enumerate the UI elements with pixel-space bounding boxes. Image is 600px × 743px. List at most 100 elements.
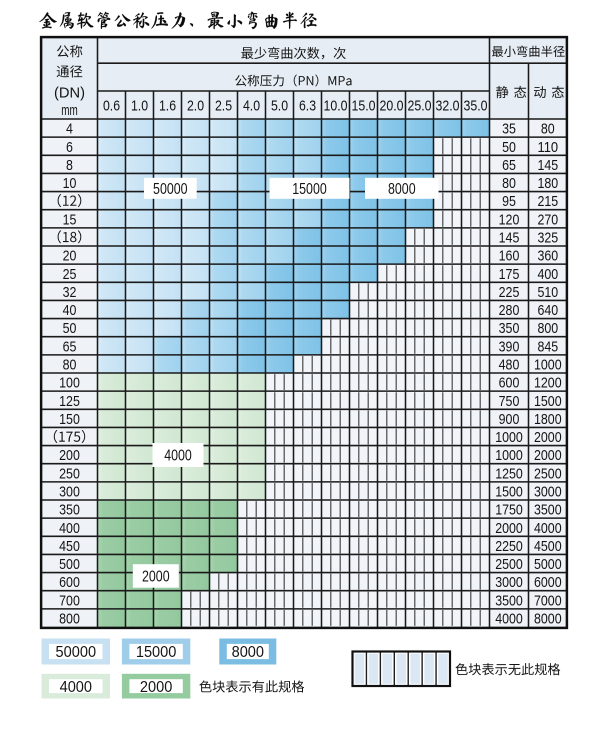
- svg-text:4000: 4000: [534, 520, 562, 537]
- svg-text:50000: 50000: [56, 644, 97, 661]
- svg-text:mm: mm: [61, 102, 78, 119]
- svg-text:4500: 4500: [534, 538, 562, 555]
- svg-text:100: 100: [59, 375, 80, 392]
- svg-text:35: 35: [502, 121, 516, 138]
- svg-text:2.0: 2.0: [187, 98, 204, 115]
- svg-text:1.6: 1.6: [159, 98, 176, 115]
- svg-text:2000: 2000: [140, 679, 173, 696]
- svg-text:600: 600: [499, 375, 520, 392]
- svg-text:80: 80: [502, 175, 516, 192]
- svg-text:360: 360: [537, 248, 558, 265]
- svg-text:2000: 2000: [142, 569, 170, 586]
- svg-text:2.5: 2.5: [215, 98, 232, 115]
- svg-text:1800: 1800: [534, 411, 562, 428]
- svg-text:300: 300: [59, 484, 80, 501]
- svg-text:145: 145: [499, 230, 520, 247]
- svg-text:4000: 4000: [495, 611, 523, 628]
- svg-text:750: 750: [499, 393, 520, 410]
- svg-text:1.0: 1.0: [131, 98, 148, 115]
- svg-text:20: 20: [63, 248, 77, 265]
- svg-text:1200: 1200: [534, 375, 562, 392]
- svg-text:350: 350: [499, 320, 520, 337]
- svg-text:160: 160: [499, 248, 520, 265]
- svg-text:1250: 1250: [495, 465, 523, 482]
- svg-text:800: 800: [59, 611, 80, 628]
- svg-text:110: 110: [537, 139, 558, 156]
- svg-text:6.3: 6.3: [299, 98, 316, 115]
- svg-text:600: 600: [59, 574, 80, 591]
- svg-text:2000: 2000: [534, 429, 562, 446]
- svg-text:1000: 1000: [495, 447, 523, 464]
- svg-text:80: 80: [63, 357, 77, 374]
- svg-text:700: 700: [59, 592, 80, 609]
- svg-text:8: 8: [66, 157, 73, 174]
- svg-text:225: 225: [499, 284, 520, 301]
- svg-text:35.0: 35.0: [464, 98, 488, 115]
- svg-text:1000: 1000: [495, 429, 523, 446]
- svg-text:325: 325: [537, 230, 558, 247]
- svg-text:15000: 15000: [136, 644, 177, 661]
- svg-text:215: 215: [537, 193, 558, 210]
- svg-text:900: 900: [499, 411, 520, 428]
- svg-text:640: 640: [537, 302, 558, 319]
- svg-text:2000: 2000: [495, 520, 523, 537]
- svg-text:10.0: 10.0: [324, 98, 348, 115]
- svg-text:4: 4: [66, 121, 73, 138]
- svg-text:1500: 1500: [495, 484, 523, 501]
- svg-text:8000: 8000: [388, 181, 416, 198]
- svg-text:5000: 5000: [534, 556, 562, 573]
- svg-text:0.6: 0.6: [103, 98, 120, 115]
- svg-text:6: 6: [66, 139, 73, 156]
- svg-text:50000: 50000: [153, 181, 188, 198]
- svg-text:500: 500: [59, 556, 80, 573]
- svg-text:1500: 1500: [534, 393, 562, 410]
- svg-text:1750: 1750: [495, 502, 523, 519]
- svg-text:4000: 4000: [164, 448, 192, 465]
- svg-text:4000: 4000: [60, 679, 93, 696]
- svg-text:180: 180: [537, 175, 558, 192]
- svg-text:15.0: 15.0: [352, 98, 376, 115]
- svg-text:2250: 2250: [495, 538, 523, 555]
- svg-text:2000: 2000: [534, 447, 562, 464]
- svg-text:1000: 1000: [534, 357, 562, 374]
- svg-text:15000: 15000: [292, 181, 327, 198]
- svg-text:32.0: 32.0: [436, 98, 460, 115]
- svg-text:32: 32: [63, 284, 77, 301]
- svg-text:250: 250: [59, 465, 80, 482]
- svg-text:2500: 2500: [534, 465, 562, 482]
- svg-text:390: 390: [499, 338, 520, 355]
- svg-text:150: 150: [59, 411, 80, 428]
- svg-text:200: 200: [59, 447, 80, 464]
- svg-text:2500: 2500: [495, 556, 523, 573]
- svg-text:175: 175: [499, 266, 520, 283]
- svg-text:120: 120: [499, 211, 520, 228]
- svg-text:270: 270: [537, 211, 558, 228]
- svg-text:3000: 3000: [534, 484, 562, 501]
- svg-text:4.0: 4.0: [243, 98, 260, 115]
- svg-text:65: 65: [63, 338, 77, 355]
- svg-text:400: 400: [537, 266, 558, 283]
- svg-text:20.0: 20.0: [380, 98, 404, 115]
- svg-text:400: 400: [59, 520, 80, 537]
- svg-text:8000: 8000: [232, 644, 265, 661]
- svg-text:510: 510: [537, 284, 558, 301]
- svg-text:95: 95: [502, 193, 516, 210]
- svg-text:80: 80: [541, 121, 555, 138]
- svg-text:8000: 8000: [534, 611, 562, 628]
- svg-text:350: 350: [59, 502, 80, 519]
- svg-text:125: 125: [59, 393, 80, 410]
- svg-text:65: 65: [502, 157, 516, 174]
- svg-text:(DN): (DN): [54, 84, 85, 101]
- svg-text:50: 50: [502, 139, 516, 156]
- svg-text:50: 50: [63, 320, 77, 337]
- svg-text:3500: 3500: [495, 592, 523, 609]
- svg-text:280: 280: [499, 302, 520, 319]
- svg-text:3500: 3500: [534, 502, 562, 519]
- svg-text:3000: 3000: [495, 574, 523, 591]
- svg-text:10: 10: [63, 175, 77, 192]
- svg-text:800: 800: [537, 320, 558, 337]
- svg-text:5.0: 5.0: [271, 98, 288, 115]
- svg-text:7000: 7000: [534, 592, 562, 609]
- svg-text:450: 450: [59, 538, 80, 555]
- svg-text:145: 145: [537, 157, 558, 174]
